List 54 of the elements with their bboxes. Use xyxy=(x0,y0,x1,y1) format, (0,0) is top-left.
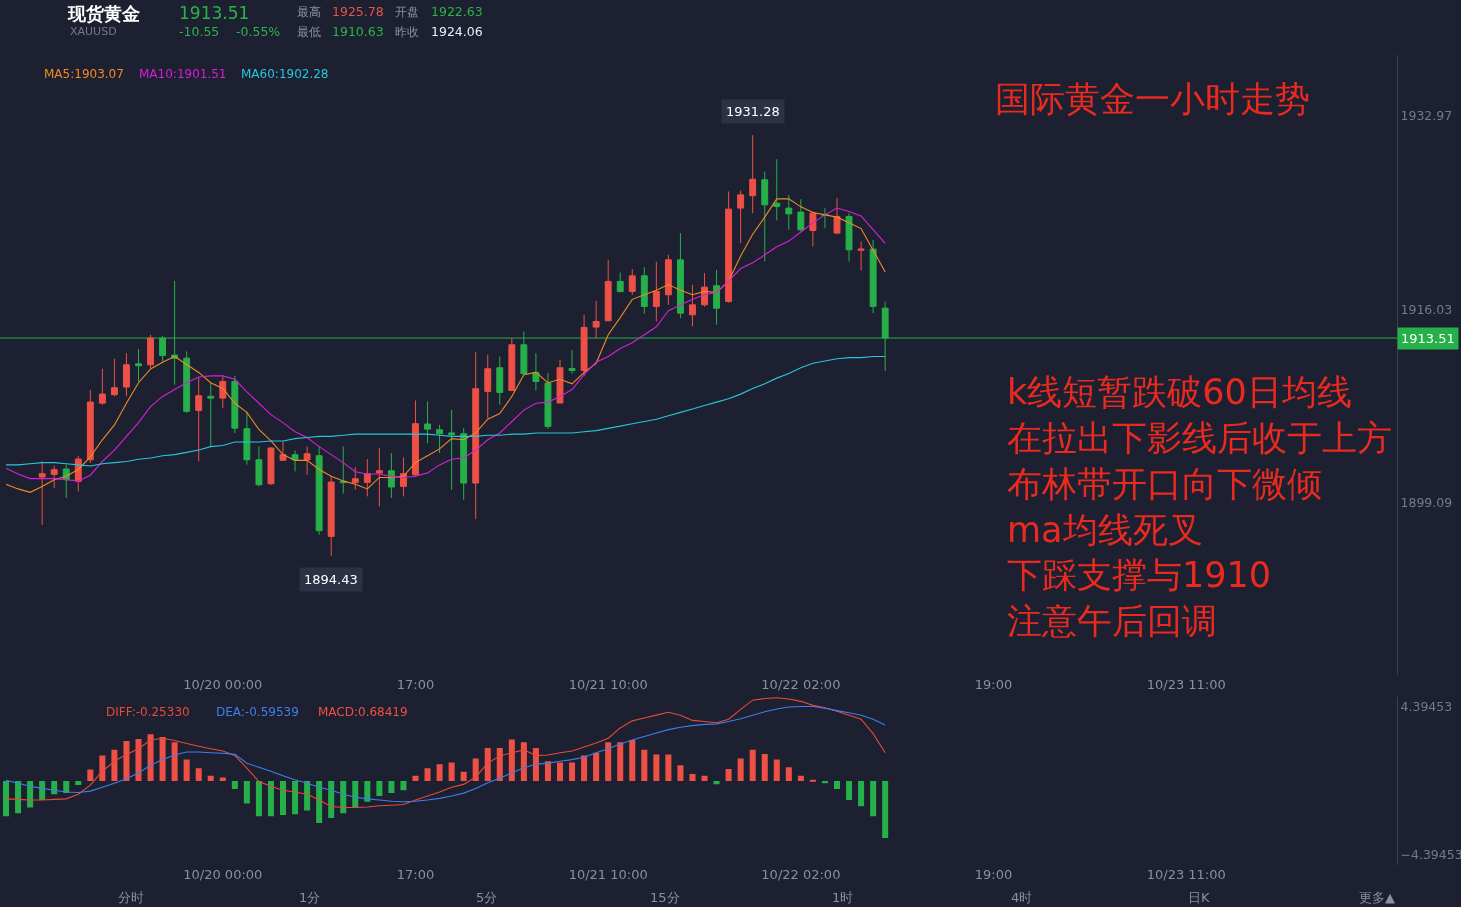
ref-line-label: 1913.51 xyxy=(1401,331,1455,346)
annotation: 注意午后回调 xyxy=(1007,601,1217,641)
text: 最低 xyxy=(297,25,321,39)
x-tick-label: 10/20 00:00 xyxy=(183,677,263,692)
text: DIFF:-0.25330 xyxy=(106,705,190,719)
x-tick-label: 10/20 00:00 xyxy=(183,867,263,883)
x-tick-label: 19:00 xyxy=(974,867,1013,883)
text: MA5:1903.07 xyxy=(44,67,124,81)
text: 日K xyxy=(1188,890,1210,905)
y-tick-label: 4.39453 xyxy=(1400,699,1453,715)
text: 开盘 xyxy=(395,5,419,19)
y-tick-label: 1899.09 xyxy=(1400,495,1453,511)
annotation: 国际黄金一小时走势 xyxy=(995,79,1310,119)
text: DEA:-0.59539 xyxy=(216,705,299,719)
x-tick-label: 10/21 10:00 xyxy=(568,867,648,883)
y-tick-label: 1916.03 xyxy=(1400,301,1453,317)
text: 5分 xyxy=(476,890,498,905)
y-tick-label: −4.39453 xyxy=(1400,847,1461,863)
text: MACD:0.68419 xyxy=(318,705,408,719)
annotation: 布林带开口向下微倾 xyxy=(1007,464,1322,504)
annotation: 下踩支撑与1910 xyxy=(1007,555,1272,595)
annotation: 1931.28 xyxy=(726,104,780,119)
x-tick-label: 10/23 11:00 xyxy=(1146,677,1226,692)
text: 1分 xyxy=(299,890,321,905)
x-tick-label: 10/23 11:00 xyxy=(1146,867,1226,883)
text: 4时 xyxy=(1011,890,1033,905)
text: MA60:1902.28 xyxy=(241,67,329,81)
x-tick-label: 17:00 xyxy=(396,867,435,883)
annotation: 在拉出下影线后收于上方 xyxy=(1007,418,1392,458)
text: 昨收 xyxy=(395,25,419,39)
x-tick-label: 10/21 10:00 xyxy=(568,677,648,692)
x-tick-label: 17:00 xyxy=(396,677,435,692)
annotation: ma均线死叉 xyxy=(1007,510,1203,550)
text: 更多▲ xyxy=(1359,890,1395,905)
annotation: 1894.43 xyxy=(304,572,358,587)
text: 1913.51 xyxy=(179,3,250,23)
text: 15分 xyxy=(650,890,680,905)
y-tick-label: 1932.97 xyxy=(1400,108,1453,124)
annotation: k线短暂跌破60日均线 xyxy=(1007,372,1352,412)
text: 最高 xyxy=(297,5,321,19)
text: 1924.06 xyxy=(431,24,483,39)
text: 1925.78 xyxy=(332,4,384,19)
chart-subtitle: XAUUSD xyxy=(70,25,117,38)
text: 1时 xyxy=(832,890,854,905)
x-tick-label: 19:00 xyxy=(974,677,1013,692)
text: -10.55 xyxy=(179,24,220,39)
x-tick-label: 10/22 02:00 xyxy=(761,677,841,692)
chart-title: 现货黄金 xyxy=(67,3,140,25)
text: MA10:1901.51 xyxy=(139,67,227,81)
text: 1910.63 xyxy=(332,24,384,39)
text: 1922.63 xyxy=(431,4,483,19)
text: -0.55% xyxy=(236,24,281,39)
x-tick-label: 10/22 02:00 xyxy=(761,867,841,883)
text: 分时 xyxy=(118,890,144,905)
